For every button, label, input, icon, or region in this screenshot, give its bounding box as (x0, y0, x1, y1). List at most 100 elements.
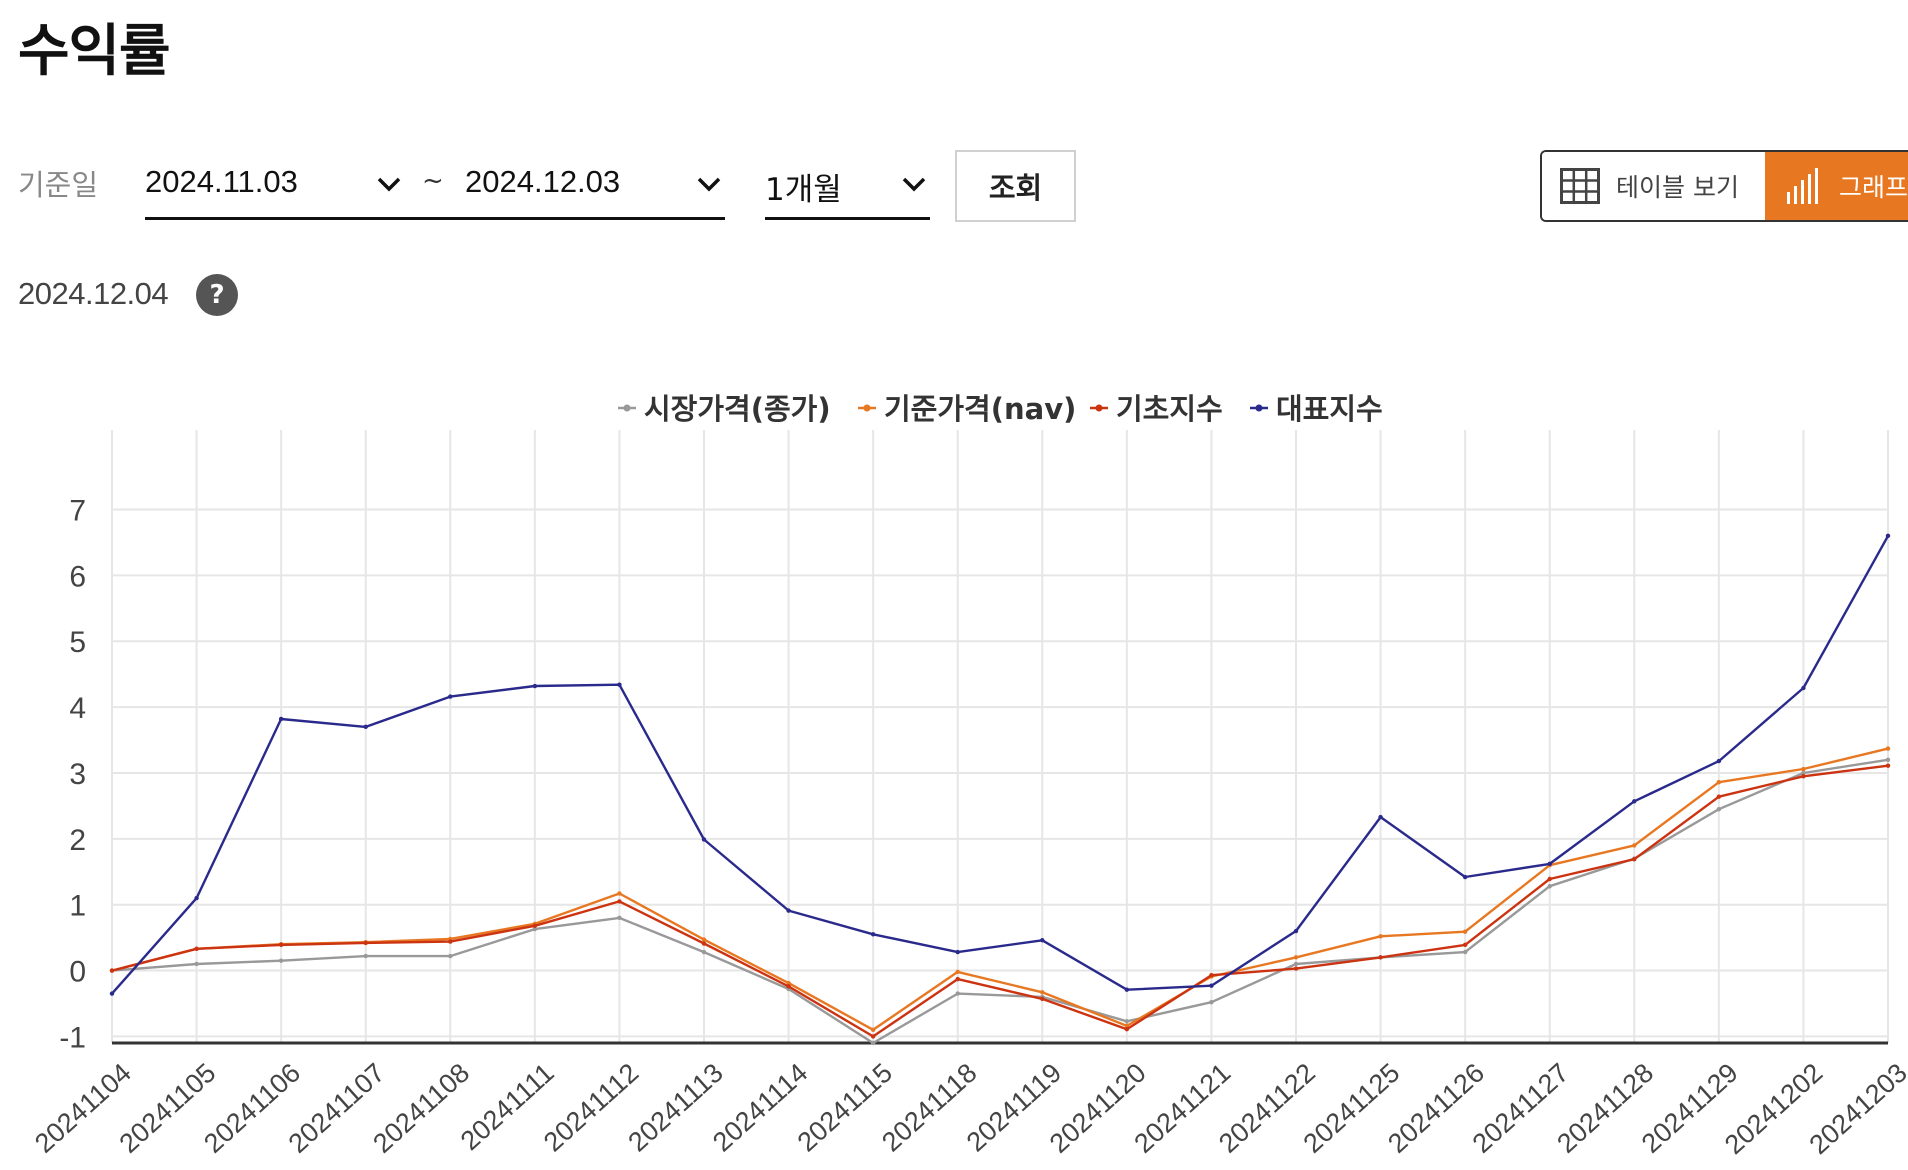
y-tick-label: 4 (69, 692, 86, 725)
data-point (448, 939, 453, 944)
data-point (109, 991, 115, 996)
data-point (870, 1034, 876, 1039)
legend-marker-dot (1095, 404, 1103, 412)
data-point (448, 953, 453, 959)
x-axis: 2024110420241105202411062024110720241108… (29, 1041, 1908, 1160)
data-point (786, 980, 791, 986)
end-date-select[interactable]: 2024.12.03 (465, 150, 725, 220)
legend-marker-dot (1255, 404, 1263, 412)
table-grid-icon (1560, 168, 1600, 204)
legend-label: 기초지수 (1116, 392, 1223, 426)
legend-label: 대표지수 (1276, 392, 1383, 426)
data-point (701, 949, 707, 955)
table-view-button[interactable]: 테이블 보기 (1542, 152, 1765, 220)
data-point (194, 961, 199, 967)
data-point (194, 946, 199, 952)
data-point (194, 895, 199, 901)
data-point (1293, 966, 1299, 971)
y-tick-label: 0 (69, 956, 86, 989)
data-point (1716, 758, 1722, 764)
data-point (1378, 814, 1383, 820)
data-point (1209, 972, 1214, 978)
data-point (1462, 942, 1468, 948)
data-point (1547, 861, 1552, 867)
series-line (111, 535, 1890, 995)
graph-view-button[interactable]: 그래프 (1764, 152, 1908, 220)
legend-marker-dot (863, 404, 871, 412)
y-tick-label: 1 (69, 890, 86, 923)
help-icon[interactable]: ? (196, 274, 238, 316)
data-point (870, 1040, 876, 1046)
data-point (870, 932, 876, 937)
period-value: 1개월 (765, 172, 842, 208)
data-point (786, 908, 791, 913)
data-point (1885, 763, 1891, 768)
data-point (1885, 533, 1891, 539)
period-select[interactable]: 1개월 (765, 150, 930, 220)
series-line (111, 764, 1889, 1038)
returns-line-chart: 시장가격(종가) 기준가격(nav) 기초지수 대표지수 -1 0 1 2 3 4 5 6 7 202… (29, 392, 1908, 1160)
data-point (1293, 955, 1299, 960)
data-point (955, 949, 960, 955)
legend-label: 시장가격(종가) (644, 392, 831, 426)
data-point (532, 926, 538, 932)
data-point (1124, 1026, 1130, 1032)
data-point (278, 958, 284, 963)
data-point (1462, 929, 1468, 934)
data-point (955, 991, 960, 996)
data-point (1801, 766, 1806, 772)
series-line (111, 758, 1889, 1045)
search-button[interactable]: 조회 (955, 150, 1076, 222)
data-point (701, 837, 707, 842)
data-point (278, 942, 284, 948)
data-point (278, 716, 284, 722)
y-tick-label: 6 (69, 560, 86, 593)
y-tick-label: -1 (59, 1021, 86, 1054)
legend-item: 기초지수 (1090, 392, 1223, 426)
table-view-label: 테이블 보기 (1616, 173, 1739, 202)
data-point (363, 724, 368, 730)
data-point (1716, 794, 1722, 799)
data-point (1293, 961, 1299, 967)
chart-legend: 시장가격(종가) 기준가격(nav) 기초지수 대표지수 (618, 392, 1383, 426)
data-point (1716, 806, 1722, 812)
data-point (1040, 996, 1045, 1002)
data-point (1547, 884, 1552, 889)
data-point (1632, 799, 1637, 804)
data-point (955, 969, 960, 975)
data-point (1040, 938, 1045, 943)
data-point (1801, 685, 1806, 691)
data-point (1462, 874, 1468, 880)
data-point (701, 941, 707, 946)
bar-chart-icon (1786, 168, 1818, 204)
view-toggle: 테이블 보기 그래프 (1540, 150, 1908, 222)
data-point (1293, 928, 1299, 934)
data-point (448, 694, 453, 699)
y-tick-label: 2 (69, 824, 86, 857)
y-axis: -1 0 1 2 3 4 5 6 7 (59, 495, 86, 1055)
data-point (786, 984, 791, 989)
chevron-down-icon (697, 177, 721, 192)
data-point (955, 976, 960, 982)
data-point (109, 968, 115, 973)
data-point (1547, 876, 1552, 882)
y-tick-label: 5 (69, 626, 86, 659)
data-point (532, 923, 538, 928)
data-point (1378, 955, 1383, 960)
as-of-date: 2024.12.04 (18, 276, 169, 311)
start-date-value: 2024.11.03 (145, 164, 298, 199)
chart-series (109, 533, 1891, 1046)
end-date-value: 2024.12.03 (465, 164, 621, 199)
data-point (1632, 843, 1637, 848)
legend-item: 시장가격(종가) (618, 392, 831, 426)
y-tick-label: 7 (69, 495, 86, 528)
legend-item: 대표지수 (1250, 392, 1383, 426)
start-date-select[interactable]: 2024.11.03 (145, 150, 486, 220)
data-point (1801, 774, 1806, 779)
data-point (1124, 1023, 1130, 1029)
data-point (1885, 746, 1891, 751)
data-point (1209, 983, 1214, 988)
data-point (1378, 934, 1383, 939)
series-line (111, 747, 1889, 1031)
y-tick-label: 3 (69, 758, 86, 791)
